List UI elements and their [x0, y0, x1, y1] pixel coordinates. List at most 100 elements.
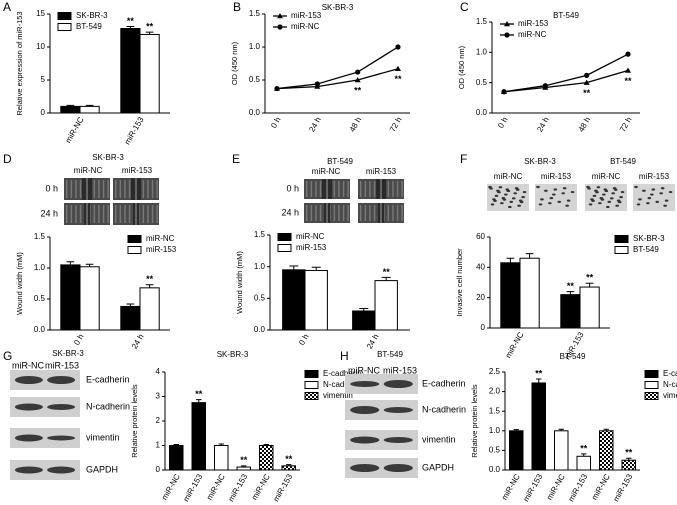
- y-axis-label: Wound width (mM): [15, 252, 24, 315]
- legend-swatch: [127, 235, 142, 243]
- micrograph-texture: [70, 205, 73, 223]
- micrograph-texture: [401, 181, 403, 197]
- line: [276, 68, 399, 90]
- micrograph-texture: [310, 205, 313, 221]
- y-tick-label: 0: [481, 323, 486, 332]
- blot-strip: [345, 458, 418, 478]
- cell: [519, 201, 524, 204]
- micrograph-texture: [315, 181, 317, 197]
- micrograph-texture: [124, 205, 126, 223]
- bar: [554, 430, 569, 471]
- cell: [595, 191, 599, 194]
- micrograph-texture: [128, 205, 131, 223]
- micrograph-texture: [66, 205, 68, 223]
- y-axis-label: Relative protein levels: [470, 384, 479, 458]
- y-tick-label: 2.5: [489, 367, 501, 376]
- error-bar: [85, 104, 94, 107]
- x-tick-label: 24 h: [130, 333, 146, 351]
- micrograph-texture: [369, 205, 371, 221]
- micrograph-texture: [124, 180, 126, 198]
- bar: [576, 455, 591, 471]
- panel-letter: H: [340, 349, 349, 363]
- cell: [592, 194, 597, 197]
- image-label: N-cadherin: [86, 401, 130, 411]
- bar: [79, 105, 100, 114]
- cell: [538, 203, 543, 206]
- marker: [625, 51, 631, 57]
- significance: **: [586, 273, 594, 283]
- x-tick-label: miR-NC: [64, 115, 86, 144]
- legend-swatch: [304, 392, 319, 400]
- image-label: E-cadherin: [86, 374, 130, 384]
- significance: **: [567, 281, 575, 291]
- x-tick-label: 24 h: [307, 116, 323, 134]
- y-tick-label: 1.5: [254, 230, 266, 239]
- y-tick-label: 0.0: [254, 325, 266, 334]
- cell: [634, 185, 638, 189]
- error-bar: [558, 428, 564, 431]
- legend-label: E-cadherin: [323, 369, 362, 378]
- legend-label: vimentin: [663, 391, 677, 400]
- x-tick-label: miR-153: [181, 472, 204, 503]
- blot-band: [14, 466, 43, 474]
- cell: [619, 195, 623, 199]
- bar: [236, 466, 251, 471]
- x-tick-label: miR-153: [123, 115, 146, 146]
- cell: [561, 192, 565, 195]
- blot-band: [383, 437, 413, 443]
- y-axis-label: Relative protein levels: [130, 384, 139, 458]
- cell: [548, 202, 552, 205]
- error-bar: [263, 444, 269, 446]
- micrograph-texture: [369, 181, 371, 197]
- marker: [274, 85, 280, 92]
- cell: [565, 204, 569, 207]
- cell: [553, 188, 558, 191]
- blot-band: [383, 407, 413, 413]
- micrograph-texture: [102, 180, 105, 198]
- legend-label: miR-NC: [146, 234, 175, 243]
- image-label: miR-NC: [494, 172, 523, 181]
- image-label: E-cadherin: [422, 378, 466, 388]
- bar: [120, 305, 141, 331]
- cell: [600, 198, 605, 201]
- image-label: N-cadherin: [422, 404, 466, 414]
- cell: [638, 198, 642, 201]
- micrograph-texture: [310, 181, 313, 197]
- cell: [494, 194, 499, 197]
- error-bar: [536, 378, 542, 383]
- legend-label: N-cadherin: [663, 380, 677, 389]
- error-bar: [145, 31, 154, 35]
- image-label: miR-153: [45, 360, 79, 370]
- significance: **: [146, 22, 154, 32]
- y-tick-label: 0.0: [249, 108, 261, 117]
- bar: [214, 445, 229, 471]
- micrograph-texture: [387, 181, 390, 197]
- x-tick-label: miR-NC: [250, 472, 272, 501]
- micrograph-texture: [387, 205, 390, 221]
- blot-band: [14, 403, 43, 411]
- marker: [395, 44, 401, 50]
- y-tick-label: 0.5: [254, 293, 266, 302]
- line: [503, 69, 629, 93]
- cell: [552, 193, 556, 196]
- image-label: BT-549: [327, 157, 353, 166]
- blot-band: [383, 464, 413, 472]
- x-tick-label: 0 h: [269, 116, 282, 130]
- error-bar: [506, 257, 515, 263]
- panel-letter: G: [3, 349, 12, 363]
- x-tick-label: miR-153: [611, 472, 634, 503]
- legend-marker: [277, 24, 283, 30]
- legend-swatch: [644, 370, 659, 378]
- y-tick-label: 0.0: [34, 325, 46, 334]
- transwell-image: [535, 184, 577, 211]
- significance: **: [625, 448, 633, 458]
- legend-swatch: [57, 23, 72, 31]
- bar: [60, 105, 81, 114]
- error-bar: [196, 399, 202, 403]
- y-tick-label: 15: [36, 9, 45, 18]
- micrograph-texture: [66, 180, 68, 198]
- micrograph-texture: [333, 205, 336, 221]
- error-bar: [126, 303, 135, 307]
- y-tick-label: 0: [156, 465, 161, 474]
- cell: [650, 193, 654, 196]
